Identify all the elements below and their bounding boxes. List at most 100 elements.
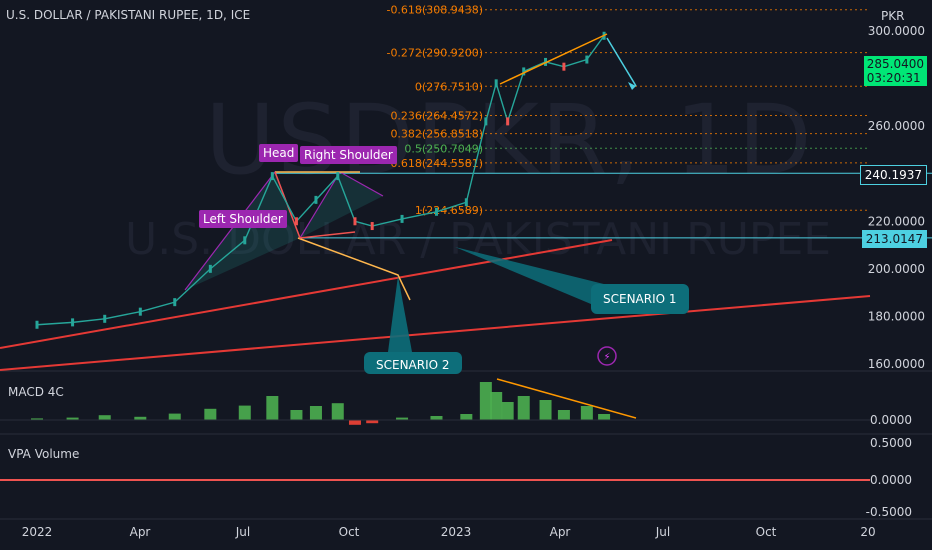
- x-tick-label: Oct: [756, 525, 777, 539]
- last-price-tag: 285.0400 03:20:31: [863, 56, 927, 86]
- price-candle: [294, 217, 298, 226]
- macd-bar: [266, 396, 279, 420]
- fib-label-3: 0.236(264.4572): [390, 110, 483, 123]
- chart-header-title: U.S. DOLLAR / PAKISTANI RUPEE, 1D, ICE: [6, 8, 251, 22]
- price-candle: [400, 214, 404, 223]
- price-candle: [522, 67, 526, 76]
- trend-line-lower: [0, 295, 871, 371]
- macd-bar: [366, 420, 379, 424]
- macd-bar: [580, 406, 593, 420]
- countdown-value: 03:20:31: [866, 71, 921, 85]
- x-tick-label: 2023: [441, 525, 472, 539]
- price-candle: [314, 195, 318, 204]
- trend-line-upper: [0, 239, 613, 349]
- x-tick-label: Apr: [550, 525, 571, 539]
- macd-panel-title: MACD 4C: [8, 385, 64, 399]
- level-240-tag: 240.1937: [859, 165, 927, 185]
- price-line: [36, 35, 605, 326]
- macd-tick-label: 0.0000: [870, 413, 912, 427]
- price-candle: [138, 307, 142, 316]
- price-candle: [270, 172, 274, 181]
- macd-bar: [396, 417, 409, 420]
- macd-bar: [539, 400, 552, 420]
- macd-bar: [290, 410, 303, 420]
- watermark-symbol: USDPKR, 1D: [205, 84, 814, 196]
- x-tick-label: 2022: [22, 525, 53, 539]
- macd-divergence-line: [496, 378, 637, 419]
- projection-line: [297, 237, 411, 301]
- forecast-arrow-line: [606, 37, 637, 87]
- level-213-tag: 213.0147: [861, 230, 927, 248]
- price-candle: [208, 264, 212, 273]
- y-tick-label: 180.0000: [868, 309, 925, 323]
- price-candle: [434, 207, 438, 216]
- price-candle: [71, 318, 75, 327]
- pattern-fill-right: [300, 172, 383, 238]
- macd-bar: [598, 414, 611, 420]
- head-label: Head: [259, 144, 299, 162]
- x-tick-label: Apr: [130, 525, 151, 539]
- x-tick-label: Jul: [235, 525, 250, 539]
- macd-bar: [331, 403, 344, 420]
- price-candle: [494, 79, 498, 88]
- macd-bar: [238, 405, 251, 420]
- price-candle: [464, 198, 468, 207]
- right-shoulder-label: Right Shoulder: [300, 146, 397, 164]
- fib-label-2: 0(276.7510): [415, 80, 483, 93]
- macd-bar: [348, 420, 361, 425]
- macd-bar: [31, 418, 43, 420]
- macd-bar: [490, 392, 503, 420]
- lightning-glyph: ⚡: [603, 352, 610, 363]
- x-tick-label: Jul: [655, 525, 670, 539]
- volume-tick-label: 0.5000: [870, 436, 912, 450]
- macd-bar: [479, 382, 492, 420]
- price-candle: [562, 62, 566, 71]
- fib-label-0: -0.618(308.9438): [386, 4, 483, 17]
- x-tick-label: 20: [860, 525, 875, 539]
- macd-bar: [460, 414, 473, 420]
- scenario-1-label: SCENARIO 1: [591, 284, 689, 314]
- price-candle: [353, 217, 357, 226]
- pattern-fill-left: [185, 172, 300, 290]
- price-candle: [336, 172, 340, 181]
- wedge-top-line: [499, 33, 608, 85]
- y-tick-label: 300.0000: [868, 24, 925, 38]
- fib-label-6: 0.618(244.5581): [390, 157, 483, 170]
- fib-label-7: 1(224.6589): [415, 204, 483, 217]
- y-tick-label: 220.0000: [868, 214, 925, 228]
- fib-label-4: 0.382(256.8518): [390, 128, 483, 141]
- macd-bar: [66, 417, 79, 420]
- volume-tick-label: -0.5000: [866, 505, 912, 519]
- macd-bar: [168, 413, 181, 420]
- price-candle: [35, 320, 39, 329]
- fib-label-1: -0.272(290.9200): [386, 47, 483, 60]
- fib-label-5: 0.5(250.7049): [404, 142, 483, 155]
- scenario-2-label: SCENARIO 2: [364, 352, 462, 374]
- macd-bar: [204, 408, 217, 420]
- macd-bar: [517, 396, 530, 420]
- price-candle: [103, 314, 107, 323]
- macd-bar: [430, 416, 443, 420]
- macd-bar: [98, 415, 111, 420]
- y-tick-label: 160.0000: [868, 357, 925, 371]
- forecast-arrow-head: [628, 82, 636, 90]
- currency-label: PKR: [881, 9, 905, 23]
- price-candle: [173, 298, 177, 307]
- macd-bar: [557, 410, 570, 420]
- scenario-2-pointer: [388, 276, 412, 352]
- price-candle: [585, 55, 589, 64]
- y-tick-label: 260.0000: [868, 119, 925, 133]
- y-tick-label: 200.0000: [868, 262, 925, 276]
- macd-bar: [309, 406, 322, 420]
- left-shoulder-label: Left Shoulder: [199, 210, 287, 228]
- price-candle: [243, 236, 247, 245]
- last-price-value: 285.0400: [866, 57, 924, 71]
- price-candle: [484, 117, 488, 126]
- price-candle: [370, 222, 374, 231]
- lightning-icon: [597, 346, 617, 366]
- price-candle: [506, 117, 510, 126]
- macd-bar: [134, 416, 147, 420]
- pattern-drop-line: [274, 171, 356, 239]
